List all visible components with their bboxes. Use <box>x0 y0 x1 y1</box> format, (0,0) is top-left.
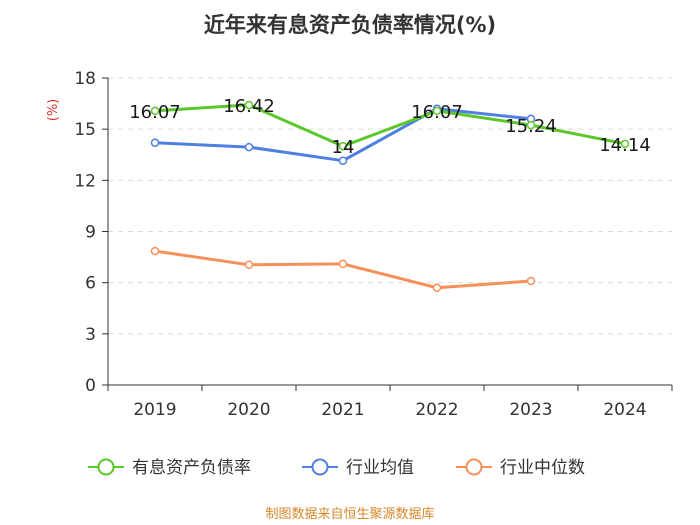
y-axis-unit: (%) <box>46 99 61 122</box>
x-tick-label: 2022 <box>415 400 458 420</box>
data-point <box>244 142 254 152</box>
legend-marker <box>97 458 115 476</box>
data-label-layer: 16.07 16.42 14 16.07 15.24 14.14 <box>129 96 651 158</box>
x-tick-label: 2020 <box>227 400 270 420</box>
data-label: 16.07 <box>129 102 181 123</box>
series-layer <box>150 100 630 293</box>
data-point <box>620 139 630 149</box>
chart-title: 近年来有息资产负债率情况(%) <box>204 13 496 37</box>
data-point <box>338 259 348 269</box>
y-tick-label: 18 <box>74 69 96 89</box>
y-tick-label: 6 <box>85 274 96 294</box>
x-tick-label: 2021 <box>321 400 364 420</box>
data-point <box>338 156 348 165</box>
series-line <box>154 103 626 148</box>
data-label: 16.42 <box>223 96 275 117</box>
y-tick-label: 9 <box>85 223 96 243</box>
grid-layer <box>108 77 672 335</box>
legend-item: 有息资产负债率 <box>88 458 251 478</box>
x-tick-label: 2024 <box>603 400 646 420</box>
data-point <box>432 283 442 293</box>
legend-marker <box>311 458 329 476</box>
data-point <box>150 106 160 116</box>
data-point <box>526 276 536 286</box>
source-note: 制图数据来自恒生聚源数据库 <box>265 506 434 522</box>
legend-label: 有息资产负债率 <box>132 458 251 478</box>
x-tick-label: 2019 <box>133 400 176 420</box>
legend: 有息资产负债率 行业均值 行业中位数 <box>88 458 585 478</box>
data-point <box>338 141 348 151</box>
y-tick-label: 12 <box>74 171 96 191</box>
data-point <box>150 246 160 256</box>
legend-item: 行业中位数 <box>456 458 585 478</box>
x-tick-label: 2023 <box>509 400 552 420</box>
legend-label: 行业均值 <box>346 458 414 478</box>
data-point <box>526 120 536 130</box>
legend-item: 行业均值 <box>302 458 414 478</box>
legend-marker <box>465 458 483 476</box>
legend-label: 行业中位数 <box>500 458 585 478</box>
data-label: 16.07 <box>411 102 463 123</box>
data-point <box>150 138 160 148</box>
y-tick-label: 0 <box>85 376 96 396</box>
data-label: 15.24 <box>505 116 557 137</box>
axis-layer: 0 3 6 9 12 15 18 2019 2020 2021 2022 2023 2024 <box>74 69 673 420</box>
data-point <box>244 260 254 270</box>
data-point <box>244 100 254 110</box>
y-tick-label: 15 <box>74 120 96 140</box>
y-tick-label: 3 <box>85 325 96 345</box>
data-label: 14.14 <box>599 135 651 156</box>
data-label: 14 <box>332 137 355 158</box>
data-point <box>432 106 442 116</box>
